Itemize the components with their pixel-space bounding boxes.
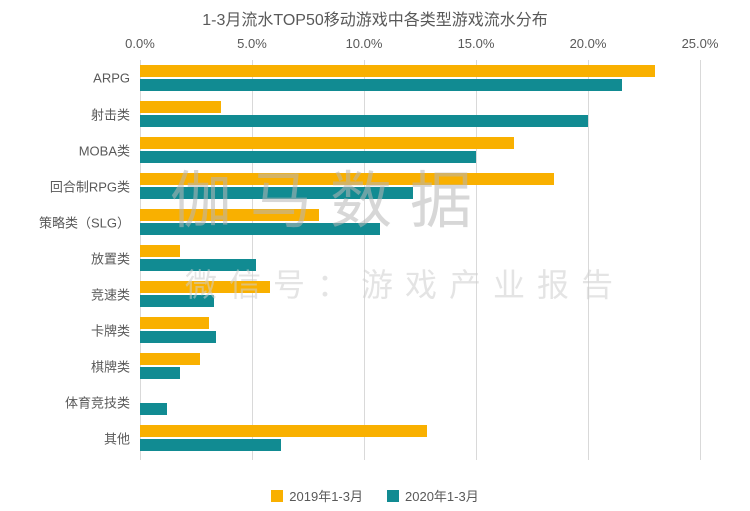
bar bbox=[140, 367, 180, 379]
bar bbox=[140, 151, 476, 163]
bar bbox=[140, 439, 281, 451]
bar bbox=[140, 173, 554, 185]
bar bbox=[140, 115, 588, 127]
category-label: 射击类 bbox=[91, 105, 140, 124]
bar bbox=[140, 317, 209, 329]
legend-swatch bbox=[271, 490, 283, 502]
bar bbox=[140, 259, 256, 271]
category-label: 棋牌类 bbox=[91, 357, 140, 376]
category-row: 射击类 bbox=[140, 96, 700, 132]
category-row: 其他 bbox=[140, 420, 700, 456]
legend-swatch bbox=[387, 490, 399, 502]
bar bbox=[140, 223, 380, 235]
chart-title: 1-3月流水TOP50移动游戏中各类型游戏流水分布 bbox=[0, 6, 750, 30]
gridline bbox=[700, 60, 701, 460]
category-row: ARPG bbox=[140, 60, 700, 96]
category-label: MOBA类 bbox=[79, 141, 140, 160]
bar bbox=[140, 331, 216, 343]
chart-container: 1-3月流水TOP50移动游戏中各类型游戏流水分布 0.0%5.0%10.0%1… bbox=[0, 0, 750, 511]
bar bbox=[140, 79, 622, 91]
category-row: 卡牌类 bbox=[140, 312, 700, 348]
bar bbox=[140, 137, 514, 149]
category-label: 卡牌类 bbox=[91, 321, 140, 340]
x-tick-label: 10.0% bbox=[346, 36, 383, 51]
bar bbox=[140, 281, 270, 293]
x-tick-label: 15.0% bbox=[458, 36, 495, 51]
category-label: 放置类 bbox=[91, 249, 140, 268]
category-row: 体育竞技类 bbox=[140, 384, 700, 420]
category-label: 其他 bbox=[104, 429, 140, 448]
bar bbox=[140, 209, 319, 221]
bar bbox=[140, 295, 214, 307]
plot-area: 0.0%5.0%10.0%15.0%20.0%25.0%ARPG射击类MOBA类… bbox=[140, 60, 700, 460]
x-tick-label: 5.0% bbox=[237, 36, 267, 51]
x-tick-label: 20.0% bbox=[570, 36, 607, 51]
legend-item: 2020年1-3月 bbox=[387, 486, 479, 505]
bar bbox=[140, 425, 427, 437]
category-row: 放置类 bbox=[140, 240, 700, 276]
bar bbox=[140, 101, 221, 113]
category-label: 策略类（SLG） bbox=[39, 213, 140, 232]
x-tick-label: 25.0% bbox=[682, 36, 719, 51]
legend-label: 2020年1-3月 bbox=[405, 489, 479, 504]
category-row: 回合制RPG类 bbox=[140, 168, 700, 204]
category-label: ARPG bbox=[93, 71, 140, 86]
bar bbox=[140, 65, 655, 77]
category-label: 回合制RPG类 bbox=[50, 177, 140, 196]
category-label: 体育竞技类 bbox=[65, 393, 140, 412]
bar bbox=[140, 403, 167, 415]
legend-item: 2019年1-3月 bbox=[271, 486, 363, 505]
legend: 2019年1-3月 2020年1-3月 bbox=[0, 486, 750, 505]
category-row: MOBA类 bbox=[140, 132, 700, 168]
bar bbox=[140, 187, 413, 199]
legend-label: 2019年1-3月 bbox=[289, 489, 363, 504]
x-tick-label: 0.0% bbox=[125, 36, 155, 51]
category-label: 竞速类 bbox=[91, 285, 140, 304]
category-row: 棋牌类 bbox=[140, 348, 700, 384]
category-row: 策略类（SLG） bbox=[140, 204, 700, 240]
category-row: 竞速类 bbox=[140, 276, 700, 312]
bar bbox=[140, 245, 180, 257]
bar bbox=[140, 353, 200, 365]
